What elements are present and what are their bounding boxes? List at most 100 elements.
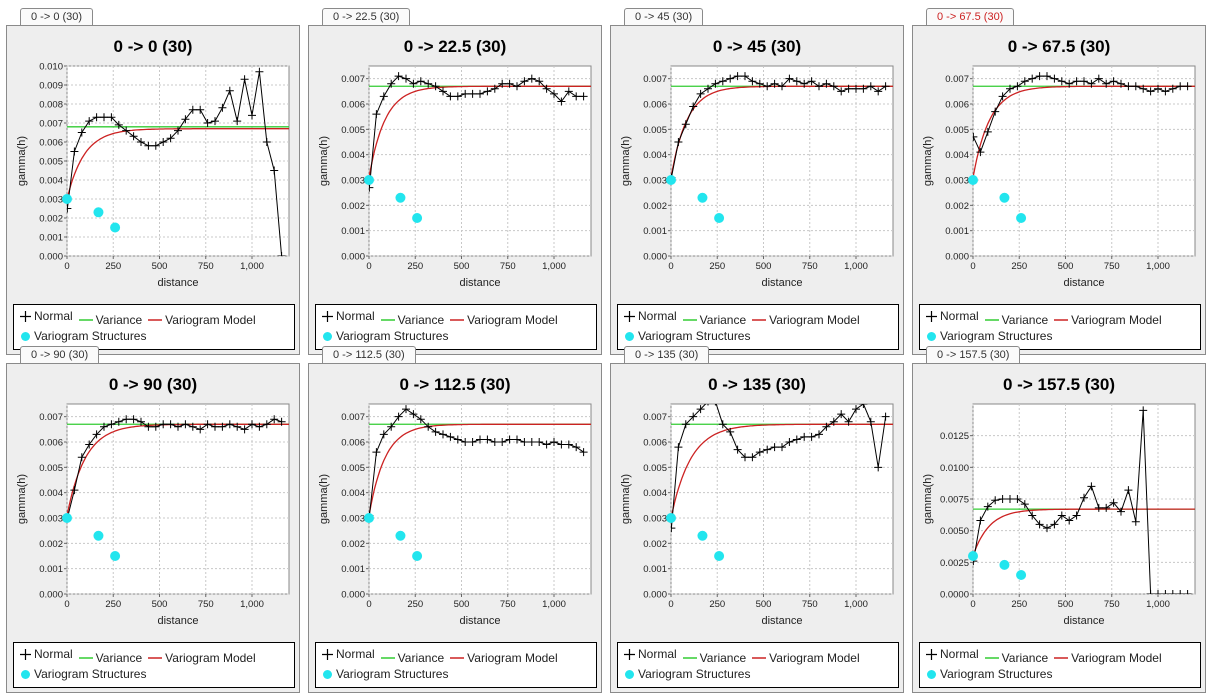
normal-point [1146,590,1155,594]
direction-tab[interactable]: 0 -> 67.5 (30) [926,8,1015,26]
normal-point [1176,590,1185,594]
normal-point [983,127,992,136]
normal-point [866,417,875,426]
plot-series-group [671,72,893,182]
y-tick-label: 0.006 [945,100,969,111]
normal-point [394,72,403,81]
legend-label: Variogram Model [467,312,558,327]
legend-label: Normal [336,309,375,323]
normal-point [416,77,425,86]
y-tick-label: 0.0100 [940,463,969,474]
normal-point [248,111,256,120]
normal-point [852,84,860,93]
normal-point [763,445,772,454]
plus-marker-icon [20,648,31,660]
chart-legend: Normal Variance Variogram Model Variogram S… [315,304,597,350]
x-tick-label: 750 [198,599,214,610]
normal-point [270,166,279,175]
normal-point [564,440,573,449]
normal-point [225,420,234,429]
normal-point [498,438,507,446]
normal-point [1013,495,1022,503]
normal-point [550,438,558,446]
legend-model: Variogram Model [1054,651,1162,665]
y-tick-label: 0.005 [341,463,365,474]
legend-structures: Variogram Structures [322,667,448,681]
normal-point [379,430,388,439]
normal-point [277,252,286,256]
legend-structures: Variogram Structures [624,329,750,343]
direction-tab[interactable]: 0 -> 22.5 (30) [322,8,411,26]
plot-series-group [369,405,591,520]
normal-point [211,117,219,126]
chart-legend: Normal Variance Variogram Model Variogram S… [315,642,597,688]
y-tick-label: 0.006 [643,100,667,111]
legend-label: Variogram Model [1071,312,1162,327]
legend-variance: Variance [78,651,142,665]
normal-point [579,92,588,101]
normal-point [1028,74,1037,83]
normal-point [1065,516,1074,525]
dot-marker-icon [323,331,332,341]
y-tick-label: 0.005 [39,463,63,474]
normal-point [262,138,271,146]
direction-tab[interactable]: 0 -> 0 (30) [20,8,94,26]
direction-tab[interactable]: 0 -> 157.5 (30) [926,346,1021,364]
chart-frame: 0 -> 135 (30) 0.000 0.001 0.002 0.003 0.004 0.… [610,363,904,693]
normal-point [490,438,499,446]
normal-point [468,89,477,98]
normal-point [1117,79,1125,88]
variogram-structure-point [666,513,676,523]
plot-area [368,403,592,595]
x-tick-label: 750 [802,599,818,610]
normal-point [1028,511,1037,520]
chart-title: 0 -> 135 (30) [708,375,806,394]
y-tick-label: 0.010 [39,62,63,73]
normal-point [1109,77,1118,86]
normal-point [800,79,809,88]
line-swatch-icon [984,318,999,321]
x-tick-label: 1,000 [1146,599,1170,610]
normal-point [800,432,809,441]
chart-title: 0 -> 45 (30) [713,37,801,56]
direction-tab[interactable]: 0 -> 90 (30) [20,346,100,364]
y-tick-label: 0.002 [39,214,63,225]
y-tick-label: 0.001 [643,564,667,575]
normal-point [1161,87,1170,96]
y-tick-label: 0.000 [39,252,63,263]
normal-point [513,435,521,444]
normal-point [1006,84,1014,93]
normal-point [741,453,749,462]
x-tick-label: 750 [500,261,516,272]
normal-point [1006,495,1014,503]
legend-normal: Normal [20,309,73,323]
y-tick-label: 0.007 [945,74,969,85]
y-tick-label: 0.002 [643,539,667,550]
normal-point [174,422,182,431]
normal-variogram-line [67,418,282,519]
legend-normal: Normal [926,309,979,323]
y-axis-label: gamma(h) [620,474,632,524]
plus-marker-icon [20,310,31,322]
normal-point [1146,87,1155,96]
y-tick-label: 0.002 [341,201,365,212]
normal-point [1168,84,1177,93]
y-tick-label: 0.0000 [940,590,969,601]
y-tick-label: 0.004 [341,150,365,161]
normal-point [144,141,153,150]
direction-tab[interactable]: 0 -> 135 (30) [624,346,710,364]
y-tick-label: 0.0050 [940,526,969,537]
normal-point [1057,511,1066,520]
x-axis-label: distance [1064,615,1105,627]
x-tick-label: 0 [668,599,673,610]
normal-point [681,120,690,129]
direction-tab[interactable]: 0 -> 45 (30) [624,8,704,26]
normal-point [240,425,249,434]
variogram-structure-point [968,551,978,561]
y-tick-label: 0.007 [39,412,63,423]
normal-point [748,453,757,462]
normal-point [881,82,890,91]
direction-tab[interactable]: 0 -> 112.5 (30) [322,346,416,364]
variogram-model-curve [369,85,591,178]
